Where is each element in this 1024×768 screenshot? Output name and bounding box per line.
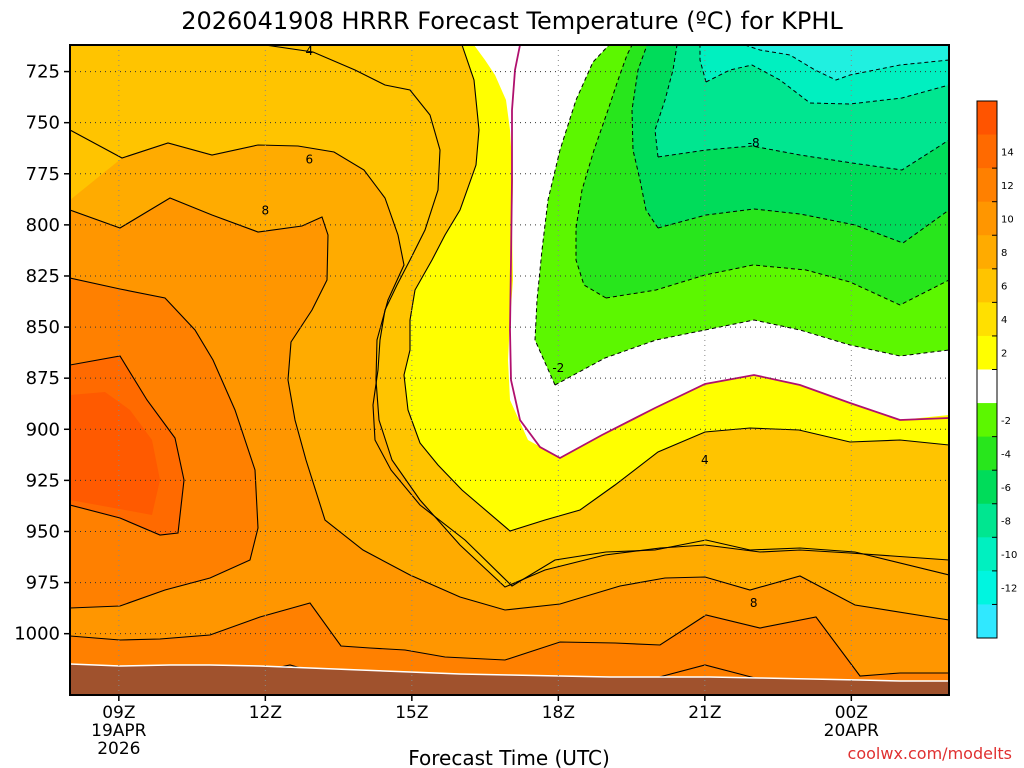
band-neg12-neg10	[745, 45, 949, 80]
y-axis: 725 750 775 800 825 850 875 900 925 950 975 1000	[14, 62, 70, 645]
contour-8	[70, 197, 949, 621]
x-tick-label-18Z-0: 18Z	[542, 703, 575, 723]
contour-4	[70, 45, 949, 587]
contour-12	[70, 355, 185, 536]
contour-neg2	[534, 45, 610, 386]
colorbar-label-5: 6	[1001, 282, 1007, 293]
contour-neg4	[575, 45, 633, 299]
colorbar-swatch-3	[977, 201, 997, 236]
y-tick-label-875: 875	[26, 368, 60, 389]
terrain-below-surface	[70, 664, 949, 695]
x-tick-label-21Z-0: 21Z	[688, 703, 721, 723]
colorbar-label-1: 14	[1001, 147, 1014, 158]
colorbar-swatch-14	[977, 570, 997, 605]
contour-label-4: -2	[552, 361, 564, 375]
colorbar-label-2: 12	[1001, 181, 1014, 192]
y-tick-label-925: 925	[26, 470, 60, 491]
y-tick-label-850: 850	[26, 317, 60, 338]
terrain-edge	[70, 663, 949, 682]
colorbar-swatch-4	[977, 235, 997, 270]
x-tick-label-12Z-0: 12Z	[249, 703, 282, 723]
y-tick-label-825: 825	[26, 266, 60, 287]
y-tick-label-950: 950	[26, 521, 60, 542]
colorbar-swatch-2	[977, 168, 997, 203]
x-tick-label-09Z-0: 09Z	[102, 703, 135, 723]
contour-2-main	[403, 45, 949, 532]
contour-neg2b	[554, 319, 949, 386]
x-axis-label: Forecast Time (UTC)	[408, 746, 610, 768]
gridlines	[70, 45, 949, 695]
contour-10b	[70, 602, 949, 677]
colorbar-swatch-1	[977, 134, 997, 169]
colorbar-swatch-7	[977, 335, 997, 370]
plot-frame	[69, 44, 950, 696]
plot-field	[70, 45, 949, 695]
x-tick-label-09Z-2: 2026	[97, 739, 140, 759]
contour-label-2: 8	[262, 204, 270, 218]
colorbar-label-3: 10	[1001, 214, 1014, 225]
x-tick-label-15Z-0: 15Z	[395, 703, 428, 723]
colorbar-swatch-6	[977, 302, 997, 337]
colorbar-label-12: -8	[1001, 517, 1011, 528]
colorbar-label-7: 2	[1001, 349, 1007, 360]
contour-neg6	[631, 45, 949, 244]
y-tick-label-800: 800	[26, 215, 60, 236]
y-tick-label-900: 900	[26, 419, 60, 440]
contour-label-6: 8	[750, 596, 758, 610]
band-14-16	[70, 392, 160, 515]
contour-neg10	[699, 45, 949, 105]
y-tick-label-725: 725	[26, 62, 60, 83]
x-tick-label-00Z-0: 00Z	[835, 703, 868, 723]
colorbar-swatch-11	[977, 470, 997, 505]
contour-label-3: -8	[748, 136, 760, 150]
colorbar-swatch-9	[977, 403, 997, 438]
contour-neg4b	[605, 264, 949, 306]
contour-neg12	[744, 45, 949, 81]
band-8-10	[70, 198, 949, 695]
contour-label-0: 4	[305, 44, 313, 58]
colorbar-swatch-10	[977, 436, 997, 471]
y-tick-label-775: 775	[26, 164, 60, 185]
colorbar: 14 12 10 8 6 4 2 -2 -4 -6 -8 -10 -12	[976, 100, 1017, 639]
colorbar-label-6: 4	[1001, 315, 1007, 326]
colorbar-swatch-15	[977, 604, 997, 639]
colorbar-swatch-13	[977, 537, 997, 572]
y-tick-label-750: 750	[26, 113, 60, 134]
colorbar-swatch-5	[977, 268, 997, 303]
y-tick-label-1000: 1000	[14, 624, 60, 645]
contour-10	[70, 277, 259, 609]
x-tick-label-00Z-1: 20APR	[824, 721, 880, 741]
contour-6	[70, 129, 949, 588]
contour-labels: 4 6 8 -8 -2 4 8	[262, 44, 760, 610]
contour-neg8	[654, 45, 949, 171]
contour-label-5: 4	[701, 453, 709, 467]
contour-label-1: 6	[305, 152, 313, 166]
credit-text: coolwx.com/modelts	[848, 744, 1012, 763]
chart-title: 2026041908 HRRR Forecast Temperature (ºC…	[181, 7, 843, 35]
colorbar-swatch-0	[977, 101, 997, 136]
colorbar-swatch-12	[977, 503, 997, 538]
x-tick-label-09Z-1: 19APR	[91, 721, 147, 741]
colorbar-label-11: -6	[1001, 483, 1011, 494]
colorbar-label-14: -12	[1001, 584, 1017, 595]
contour-zero	[509, 45, 949, 460]
y-tick-label-975: 975	[26, 573, 60, 594]
colorbar-label-13: -10	[1001, 550, 1017, 561]
colorbar-label-9: -2	[1001, 416, 1011, 427]
colorbar-swatch-8	[977, 369, 997, 404]
colorbar-label-10: -4	[1001, 449, 1011, 460]
colorbar-label-4: 8	[1001, 248, 1007, 259]
band-10-12	[70, 278, 949, 695]
